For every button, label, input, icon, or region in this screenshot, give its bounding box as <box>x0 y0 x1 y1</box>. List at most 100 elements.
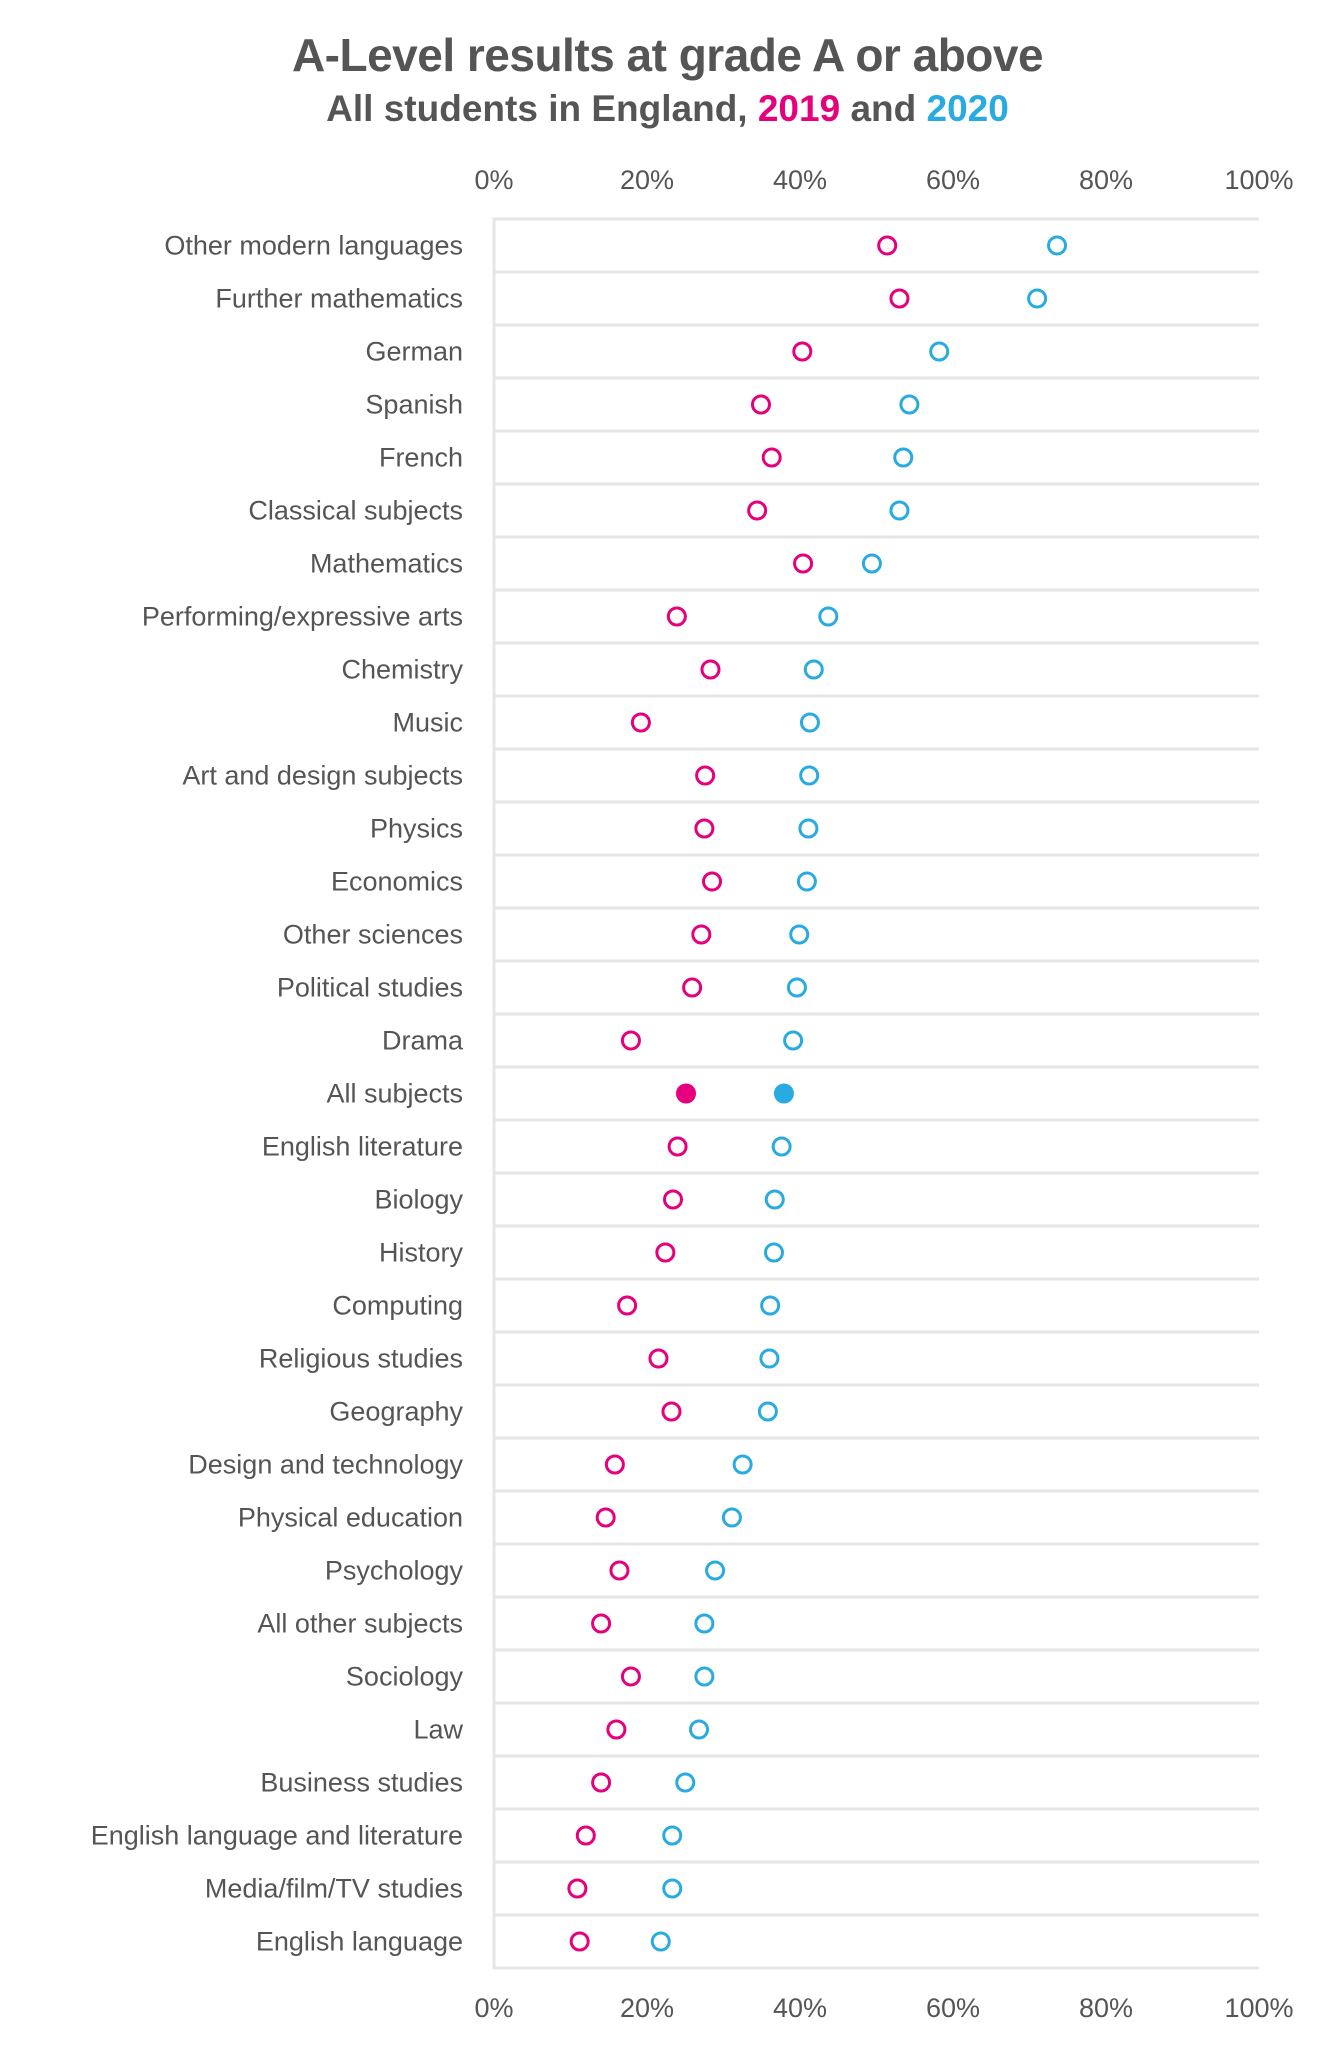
category-label: All subjects <box>326 1079 463 1109</box>
category-label: Design and technology <box>188 1450 463 1480</box>
category-label: Physics <box>370 814 463 844</box>
marker-2019 <box>695 765 716 786</box>
chart-title: A-Level results at grade A or above <box>291 29 1044 81</box>
marker-2019 <box>877 235 898 256</box>
marker-2020 <box>757 1401 778 1422</box>
category-label: Other modern languages <box>164 231 463 261</box>
marker-2019 <box>661 1401 682 1422</box>
x-tick-label-bottom: 80% <box>1079 1993 1133 2023</box>
marker-2019 <box>761 447 782 468</box>
marker-2020 <box>721 1507 742 1528</box>
x-tick-label-top: 100% <box>1224 165 1293 195</box>
marker-2020 <box>783 1030 804 1051</box>
marker-2019 <box>609 1560 630 1581</box>
marker-2019 <box>567 1878 588 1899</box>
marker-2020 <box>899 394 920 415</box>
marker-2019 <box>591 1613 612 1634</box>
marker-2019 <box>747 500 768 521</box>
marker-2019 <box>676 1083 697 1104</box>
x-tick-label-bottom: 40% <box>773 1993 827 2023</box>
category-label: Chemistry <box>341 655 463 685</box>
category-label: Media/film/TV studies <box>205 1874 463 1904</box>
x-tick-label-bottom: 0% <box>474 1993 513 2023</box>
category-label: Computing <box>332 1291 463 1321</box>
category-label: Further mathematics <box>215 284 463 314</box>
subtitle-prefix: All students in England, <box>326 88 758 129</box>
top-axis: 0% 20% 40% 60% 80% 100% <box>474 165 1293 195</box>
marker-2020 <box>763 1242 784 1263</box>
marker-2020 <box>662 1878 683 1899</box>
marker-2019 <box>595 1507 616 1528</box>
marker-2020 <box>764 1189 785 1210</box>
marker-2019 <box>694 818 715 839</box>
category-label: Sociology <box>346 1662 464 1692</box>
marker-2019 <box>663 1189 684 1210</box>
marker-2019 <box>617 1295 638 1316</box>
marker-2019 <box>750 394 771 415</box>
marker-2019 <box>606 1719 627 1740</box>
marker-2019 <box>620 1030 641 1051</box>
category-label: Geography <box>329 1397 463 1427</box>
marker-2020 <box>650 1931 671 1952</box>
x-tick-label-top: 40% <box>773 165 827 195</box>
marker-2019 <box>575 1825 596 1846</box>
marker-2019 <box>666 606 687 627</box>
legend-2020: 2020 <box>926 88 1009 129</box>
category-label: Spanish <box>365 390 463 420</box>
category-label: Performing/expressive arts <box>142 602 463 632</box>
category-label: Biology <box>374 1185 463 1215</box>
category-label: French <box>379 443 463 473</box>
markers <box>567 235 1068 1952</box>
marker-2019 <box>691 924 712 945</box>
category-label: Classical subjects <box>248 496 463 526</box>
category-label: Business studies <box>260 1768 463 1798</box>
marker-2019 <box>604 1454 625 1475</box>
marker-2020 <box>796 871 817 892</box>
marker-2020 <box>1047 235 1068 256</box>
x-tick-label-top: 60% <box>926 165 980 195</box>
category-label: English literature <box>262 1132 463 1162</box>
marker-2020 <box>732 1454 753 1475</box>
marker-2020 <box>799 712 820 733</box>
category-label: Political studies <box>277 973 463 1003</box>
marker-2020 <box>771 1136 792 1157</box>
category-label: Mathematics <box>310 549 463 579</box>
marker-2020 <box>893 447 914 468</box>
marker-2020 <box>662 1825 683 1846</box>
x-tick-label-bottom: 20% <box>620 1993 674 2023</box>
marker-2019 <box>682 977 703 998</box>
marker-2019 <box>655 1242 676 1263</box>
marker-2020 <box>773 1083 794 1104</box>
category-label: English language and literature <box>91 1821 463 1851</box>
category-label: Psychology <box>325 1556 464 1586</box>
category-label: Other sciences <box>283 920 463 950</box>
marker-2020 <box>705 1560 726 1581</box>
marker-2020 <box>799 765 820 786</box>
category-label: Drama <box>382 1026 464 1056</box>
x-tick-label-top: 0% <box>474 165 513 195</box>
category-labels: Other modern languages Further mathematic… <box>91 231 464 1957</box>
marker-2020 <box>861 553 882 574</box>
x-tick-label-bottom: 100% <box>1224 1993 1293 2023</box>
marker-2019 <box>648 1348 669 1369</box>
marker-2020 <box>798 818 819 839</box>
marker-2019 <box>569 1931 590 1952</box>
marker-2020 <box>789 924 810 945</box>
marker-2020 <box>694 1613 715 1634</box>
marker-2019 <box>620 1666 641 1687</box>
x-tick-label-top: 80% <box>1079 165 1133 195</box>
category-label: German <box>365 337 463 367</box>
category-label: Religious studies <box>259 1344 463 1374</box>
row-gridlines <box>492 217 1259 1970</box>
category-label: History <box>379 1238 464 1268</box>
marker-2020 <box>889 500 910 521</box>
category-label: English language <box>256 1927 463 1957</box>
category-label: Law <box>413 1715 463 1745</box>
category-label: Music <box>392 708 463 738</box>
marker-2019 <box>793 553 814 574</box>
marker-2020 <box>818 606 839 627</box>
marker-2019 <box>700 659 721 680</box>
x-tick-label-top: 20% <box>620 165 674 195</box>
marker-2019 <box>702 871 723 892</box>
